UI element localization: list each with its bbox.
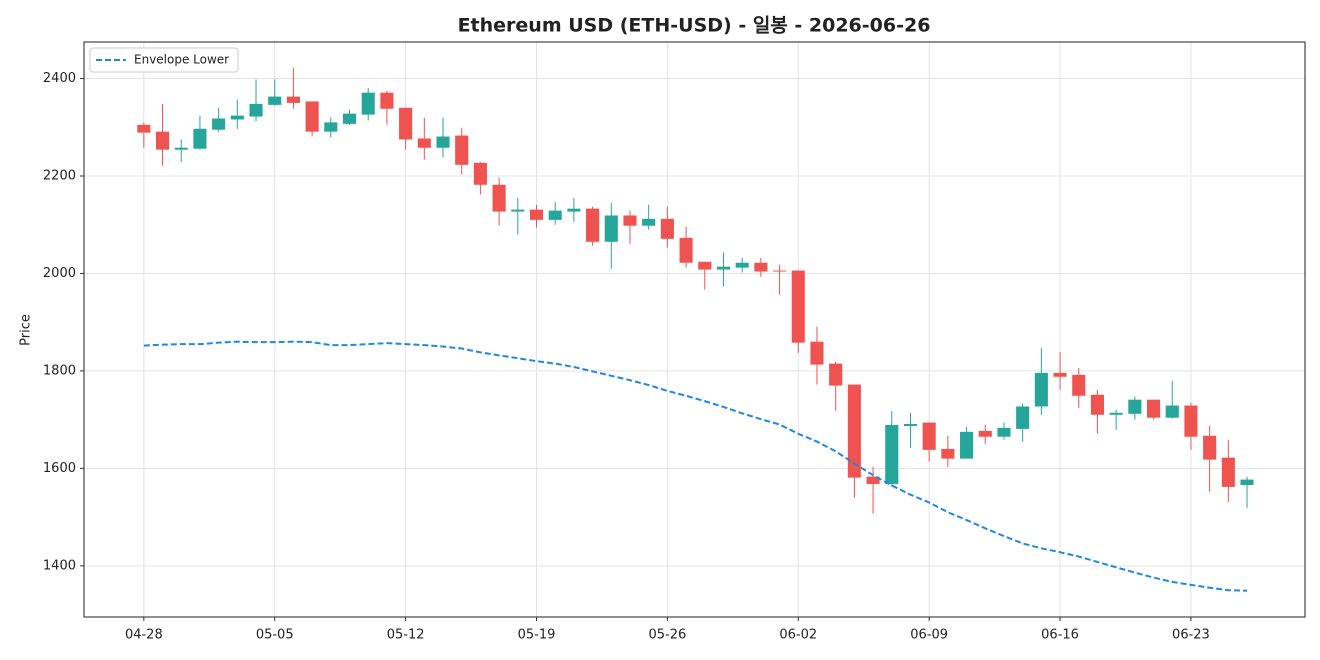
candle-body — [230, 115, 244, 120]
candle-body — [773, 270, 787, 272]
candle-body — [847, 384, 861, 478]
candle-body — [885, 425, 899, 484]
candle-body — [548, 210, 562, 220]
candle-body — [810, 341, 824, 365]
legend: Envelope Lower — [89, 47, 239, 73]
candle-body — [997, 427, 1011, 437]
candle-body — [212, 118, 226, 130]
x-tick-label: 06-02 — [779, 628, 817, 643]
y-tick-label: 2200 — [43, 169, 76, 184]
candle-body — [903, 424, 918, 426]
candle-body — [866, 476, 880, 484]
candle-body — [380, 92, 394, 109]
candle-body — [511, 209, 525, 212]
candle-body — [1221, 457, 1235, 487]
candle-body — [492, 184, 506, 212]
candle-body — [286, 96, 300, 103]
candle-body — [249, 103, 263, 117]
candle-body — [1072, 374, 1086, 396]
candle-body — [155, 131, 170, 150]
x-tick-label: 05-05 — [256, 628, 294, 643]
candle-body — [567, 208, 581, 212]
candle-body — [791, 270, 805, 343]
candle-body — [399, 107, 413, 140]
candle-body — [960, 431, 974, 459]
candle-body — [623, 215, 637, 226]
candle-body — [698, 261, 712, 270]
candle-body — [529, 209, 544, 220]
candle-body — [1184, 405, 1198, 437]
candle-body — [324, 122, 338, 132]
candle-body — [586, 208, 600, 242]
y-tick-label: 1400 — [43, 558, 76, 573]
candle-body — [922, 422, 936, 450]
candle-body — [137, 124, 151, 133]
candle-body — [1165, 405, 1179, 418]
x-tick-label: 05-26 — [648, 628, 686, 643]
candle-body — [660, 218, 674, 239]
candle-body — [1128, 399, 1142, 414]
x-tick-label: 06-23 — [1172, 628, 1210, 643]
x-tick-label: 05-12 — [387, 628, 425, 643]
candle-body — [1109, 412, 1123, 415]
candle-body — [1053, 372, 1067, 377]
candle-body — [361, 92, 375, 115]
plot-frame — [83, 41, 1306, 618]
candle-body — [1016, 406, 1030, 429]
candle-body — [1240, 479, 1254, 485]
x-tick-label: 05-19 — [518, 628, 556, 643]
candle-body — [604, 215, 618, 242]
legend-box — [89, 47, 239, 73]
candle-body — [1034, 372, 1048, 407]
y-tick-label: 1600 — [43, 461, 76, 476]
x-tick-label: 04-28 — [125, 628, 163, 643]
y-tick-label: 2400 — [43, 71, 76, 86]
candle-body — [455, 135, 469, 165]
candle-body — [268, 96, 282, 105]
candle-body — [436, 136, 450, 148]
y-tick-label: 2000 — [43, 266, 76, 281]
candle-body — [417, 138, 431, 148]
candle-body — [829, 363, 843, 386]
candle-body — [473, 162, 487, 185]
candle-body — [978, 430, 992, 437]
candle-body — [941, 448, 955, 459]
legend-label: Envelope Lower — [134, 53, 229, 67]
candle-body — [305, 101, 319, 132]
candle-body — [1203, 435, 1217, 460]
candle-body — [1146, 399, 1161, 418]
candle-body — [1090, 394, 1104, 415]
chart-title: Ethereum USD (ETH-USD) - 일봉 - 2026-06-26 — [458, 15, 931, 37]
candle-body — [342, 113, 357, 124]
y-tick-label: 1800 — [43, 363, 76, 378]
candle-body — [642, 218, 656, 226]
envelope-line — [143, 340, 1248, 592]
candle-body — [174, 147, 188, 150]
x-tick-label: 06-16 — [1041, 628, 1079, 643]
candle-body — [754, 262, 768, 272]
candle-body — [735, 262, 749, 268]
y-axis-label: Price — [19, 314, 34, 346]
candle-body — [679, 237, 693, 263]
candle-body — [193, 128, 207, 149]
candle-body — [716, 266, 731, 270]
x-tick-label: 06-09 — [910, 628, 948, 643]
